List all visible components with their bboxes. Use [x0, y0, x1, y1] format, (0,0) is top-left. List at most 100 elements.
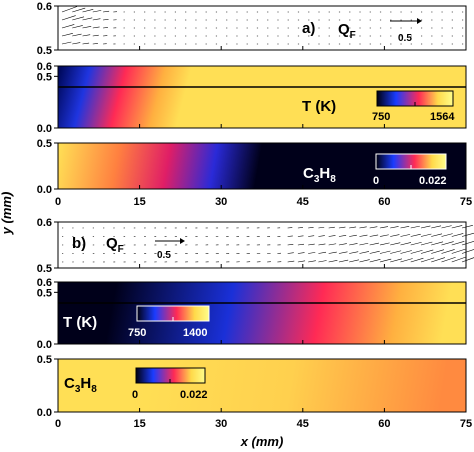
x-tick-label: 45	[297, 196, 309, 208]
velocity-vector	[297, 252, 305, 254]
colorbar-max-temperature-b: 1400	[183, 327, 207, 339]
velocity-vector	[72, 16, 85, 21]
velocity-vector	[72, 33, 82, 37]
velocity-vector	[287, 235, 293, 237]
velocity-vector	[451, 248, 466, 254]
x-tick-label: 45	[297, 418, 309, 430]
y-tick-label: 0.6	[37, 1, 52, 13]
velocity-vector	[441, 249, 455, 254]
velocity-vector	[297, 243, 305, 246]
y-tick-label: 0.5	[37, 354, 52, 366]
scale-arrow-a	[390, 18, 422, 24]
velocity-vector	[328, 226, 335, 229]
velocity-vector	[318, 260, 327, 263]
velocity-vector	[379, 234, 389, 237]
velocity-vector	[431, 233, 443, 237]
y-tick-label: 0.5	[37, 287, 52, 299]
y-axis-label: y (mm)	[0, 192, 14, 236]
velocity-vector	[369, 259, 381, 263]
temperature-map-b	[58, 282, 466, 344]
x-tick-label: 75	[460, 196, 472, 208]
velocity-vector	[400, 242, 412, 246]
velocity-vector	[349, 243, 358, 246]
velocity-vector	[379, 242, 390, 246]
velocity-vector	[82, 42, 90, 45]
x-tick-label: 60	[378, 418, 390, 430]
velocity-vector	[92, 43, 98, 45]
velocity-vector	[461, 224, 473, 229]
velocity-vector	[431, 249, 445, 254]
flow-panel-a	[57, 5, 467, 51]
velocity-vector	[92, 18, 101, 21]
scale-arrow-b	[155, 238, 185, 244]
velocity-vector	[451, 225, 463, 229]
species-label-a: C3H8	[303, 165, 336, 185]
velocity-vector	[308, 243, 315, 246]
x-tick-label: 60	[378, 196, 390, 208]
velocity-vector	[349, 251, 359, 254]
velocity-vector	[420, 257, 435, 263]
flow-panel-b	[57, 221, 467, 269]
velocity-vector	[420, 233, 432, 237]
velocity-vector	[297, 260, 306, 263]
velocity-vector	[400, 225, 410, 229]
velocity-vector	[92, 10, 102, 13]
x-tick-label: 15	[133, 196, 145, 208]
colorbar-species-a	[375, 153, 447, 170]
velocity-vector	[410, 257, 424, 263]
velocity-vector	[369, 250, 380, 254]
velocity-vector	[410, 249, 423, 254]
x-tick-label: 75	[460, 418, 472, 430]
colorbar-max-species-b: 0.022	[180, 389, 208, 401]
x-tick-label: 30	[215, 196, 227, 208]
velocity-vector	[328, 235, 336, 237]
y-tick-label: 0.0	[37, 184, 52, 196]
species-label-b: C3H8	[64, 375, 97, 395]
velocity-vector	[359, 242, 369, 246]
velocity-vector	[390, 250, 402, 254]
velocity-vector	[328, 259, 338, 263]
velocity-vector	[92, 26, 100, 29]
temperature-label-a: T (K)	[302, 98, 336, 115]
velocity-vector	[359, 251, 370, 254]
x-tick-label: 30	[215, 418, 227, 430]
velocity-vector	[82, 9, 94, 13]
temperature-label-b: T (K)	[63, 314, 97, 331]
x-tick-label: 0	[55, 196, 61, 208]
velocity-vector	[338, 243, 347, 246]
velocity-vector	[369, 242, 379, 246]
velocity-vector	[287, 252, 294, 254]
scale-label-a: 0.5	[398, 33, 412, 44]
velocity-vector	[308, 227, 314, 229]
velocity-vector	[308, 252, 316, 254]
velocity-vector	[72, 7, 86, 13]
velocity-vector	[102, 10, 110, 13]
case-label-b: b)	[72, 235, 86, 252]
case-label-a: a)	[302, 20, 315, 37]
velocity-vector	[72, 42, 81, 45]
velocity-vector	[61, 41, 72, 45]
velocity-vector	[461, 257, 474, 263]
velocity-vector	[349, 259, 359, 263]
velocity-vector	[451, 240, 465, 246]
y-tick-label: 0.5	[37, 45, 52, 57]
x-tick-label: 15	[133, 418, 145, 430]
colorbar-min-temperature-b: 750	[128, 327, 146, 339]
flow-vectors-a	[61, 6, 464, 45]
velocity-vector	[297, 235, 304, 237]
velocity-vector	[390, 234, 400, 237]
velocity-vector	[338, 251, 348, 254]
velocity-vector	[92, 34, 99, 37]
velocity-vector	[61, 32, 73, 37]
velocity-vector	[297, 227, 303, 229]
colorbar-min-species-a: 0	[373, 175, 379, 187]
velocity-vector	[338, 226, 346, 229]
y-tick-label: 0.5	[37, 263, 52, 275]
y-tick-label: 0.6	[37, 217, 52, 229]
y-tick-label: 0.5	[37, 71, 52, 83]
velocity-vector	[400, 234, 411, 237]
velocity-vector	[461, 241, 474, 246]
velocity-vector	[410, 225, 420, 229]
velocity-vector	[359, 234, 368, 237]
